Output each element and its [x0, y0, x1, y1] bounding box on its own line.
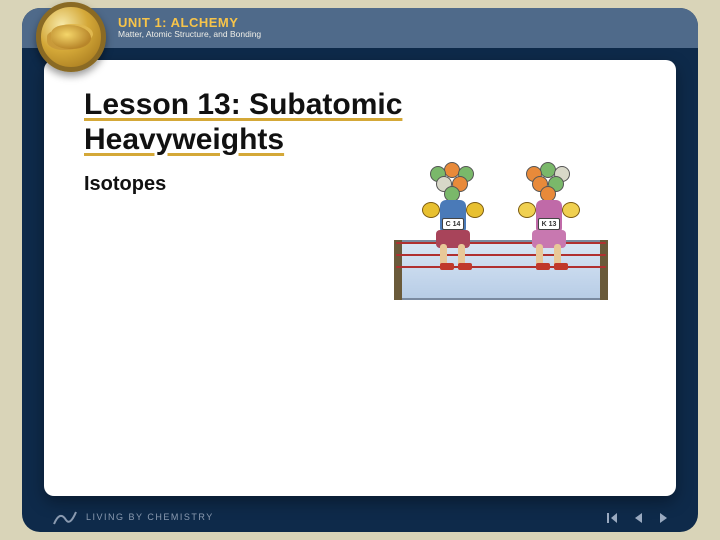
boxing-glove-icon: [518, 202, 536, 218]
brand-text: LIVING BY CHEMISTRY: [86, 512, 214, 522]
boxer-tag: C 14: [442, 218, 464, 230]
nav-first-button[interactable]: [604, 510, 620, 526]
header-text: UNIT 1: ALCHEMY Matter, Atomic Structure…: [118, 16, 261, 40]
header-bar: UNIT 1: ALCHEMY Matter, Atomic Structure…: [22, 8, 698, 48]
nav-prev-button[interactable]: [630, 510, 646, 526]
lesson-title: Lesson 13: Subatomic Heavyweights: [84, 88, 464, 157]
boxer-leg: [440, 244, 447, 268]
ring-post-right: [600, 240, 608, 300]
boxer-leg: [458, 244, 465, 268]
boxer-left: C 14: [418, 160, 488, 270]
boxer-right: K 13: [514, 160, 584, 270]
boxing-glove-icon: [466, 202, 484, 218]
unit-medallion-icon: [36, 2, 106, 72]
boxing-glove-icon: [562, 202, 580, 218]
atom-head-icon: [428, 160, 478, 204]
unit-name: UNIT 1: ALCHEMY: [118, 16, 261, 30]
boxer-leg: [554, 244, 561, 268]
atom-head-icon: [524, 160, 574, 204]
footer-brand: LIVING BY CHEMISTRY: [52, 508, 214, 526]
ring-post-left: [394, 240, 402, 300]
boxer-leg: [536, 244, 543, 268]
boxing-ring-illustration: C 14 K 13: [396, 160, 606, 300]
brand-logo-icon: [52, 508, 78, 526]
slide-nav-controls: [604, 510, 672, 526]
boxing-glove-icon: [422, 202, 440, 218]
unit-subtitle: Matter, Atomic Structure, and Bonding: [118, 30, 261, 39]
boxer-tag: K 13: [538, 218, 560, 230]
nav-next-button[interactable]: [656, 510, 672, 526]
content-card: Lesson 13: Subatomic Heavyweights Isotop…: [44, 60, 676, 496]
